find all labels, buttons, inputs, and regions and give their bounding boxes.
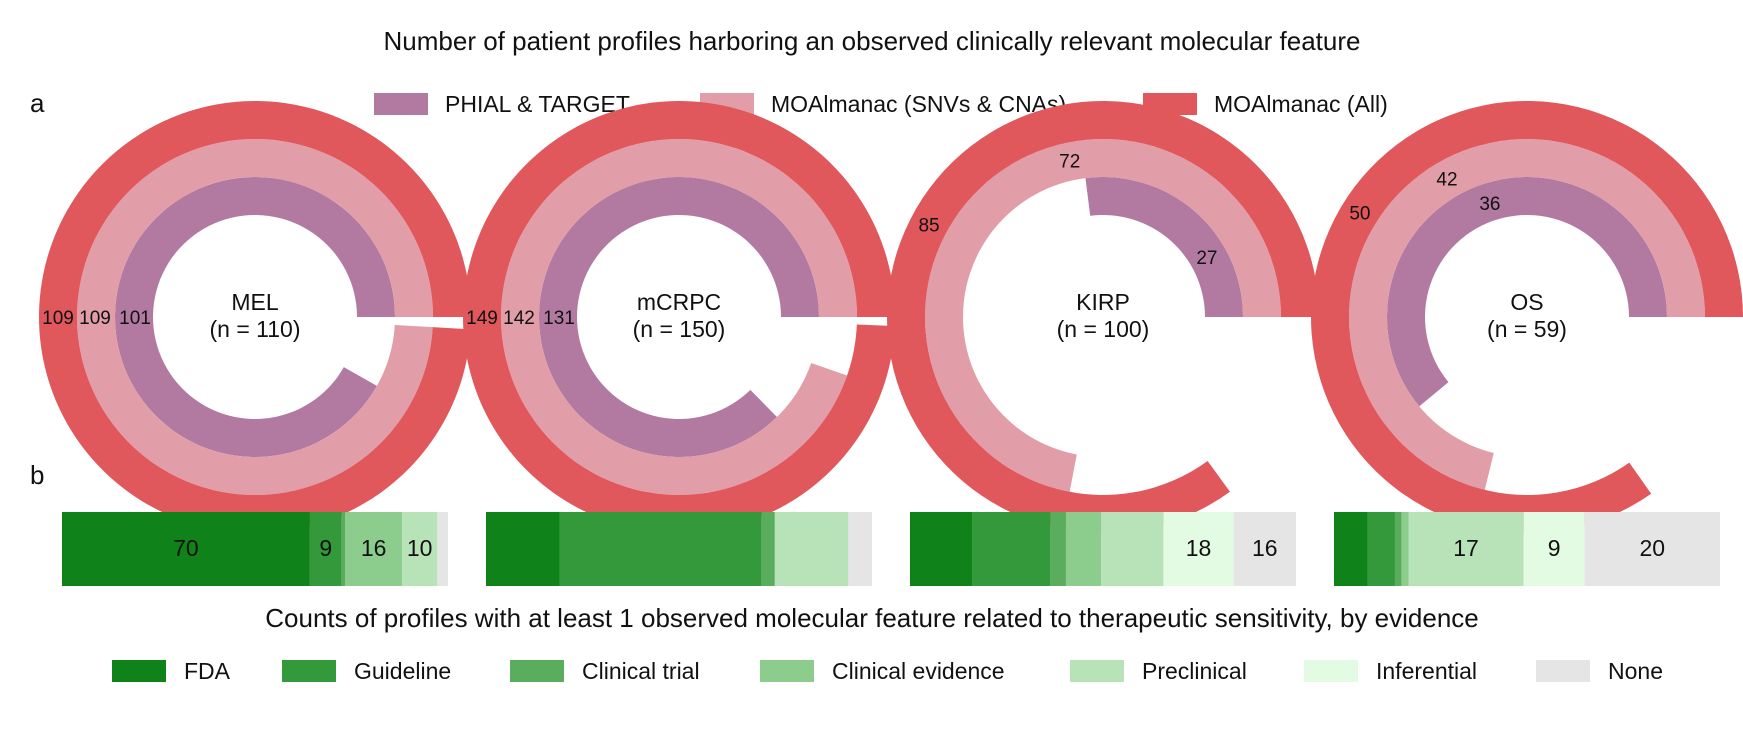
evidence-legend: FDA Guideline Clinical trial Clinical evide… (112, 658, 1663, 684)
legend-label: MOAlmanac (SNVs & CNAs) (771, 91, 1066, 117)
evidence-legend-label: Preclinical (1142, 658, 1247, 684)
evidence-legend-swatch-5 (1304, 660, 1358, 682)
bar-segment (848, 512, 872, 586)
bar-segment (1050, 512, 1066, 586)
evidence-legend-label: Clinical trial (582, 658, 700, 684)
bar-segment-label: 18 (1186, 535, 1212, 561)
panel-label-a: a (30, 88, 45, 118)
donut-value-label: 85 (918, 216, 939, 237)
donut-value-label: 27 (1196, 248, 1217, 269)
panel-label-b: b (30, 460, 44, 490)
evidence-legend-swatch-4 (1070, 660, 1124, 682)
donut-value-label: 101 (119, 308, 151, 329)
evidence-bar-charts: 70 9 16 10 18 16 17 9 20 (62, 512, 1720, 586)
bar-segment (1163, 512, 1234, 586)
bar-segment-label: 9 (1548, 535, 1561, 561)
evidence-legend-swatch-0 (112, 660, 166, 682)
bar-segment (774, 512, 849, 586)
donut-ring-0 (1387, 176, 1667, 407)
bar-segment (1394, 512, 1402, 586)
evidence-legend-swatch-3 (760, 660, 814, 682)
donut-value-label: 142 (503, 308, 535, 329)
bar-segment (1401, 512, 1409, 586)
bar-segment-label: 9 (319, 535, 332, 561)
bar-segment-label: 10 (407, 535, 433, 561)
bar-segment (1101, 512, 1164, 586)
evidence-legend-swatch-6 (1536, 660, 1590, 682)
bar-segment (1523, 512, 1585, 586)
bar-segment (1367, 512, 1395, 586)
donut-cohort-n: (n = 100) (1057, 316, 1150, 342)
bar-segment (559, 512, 762, 586)
evidence-legend-label: Clinical evidence (832, 658, 1005, 684)
bar-segment (1408, 512, 1524, 586)
donut-cohort-name: OS (1510, 289, 1543, 315)
evidence-legend-label: FDA (184, 658, 231, 684)
bar-segment (401, 512, 438, 586)
donut-value-label: 36 (1479, 194, 1500, 215)
bar-segment (972, 512, 1051, 586)
figure-title: Number of patient profiles harboring an … (384, 26, 1361, 56)
bar-segment (910, 512, 973, 586)
bar-segment (309, 512, 342, 586)
donut-KIRP: 27 72 85 KIRP(n = 100) (887, 100, 1319, 533)
donut-value-label: 72 (1059, 151, 1080, 172)
evidence-legend-swatch-2 (510, 660, 564, 682)
legend-label: MOAlmanac (All) (1214, 91, 1388, 117)
evidence-legend-swatch-1 (282, 660, 336, 682)
evidence-bar-mCRPC (486, 512, 872, 586)
donut-value-label: 42 (1436, 169, 1457, 190)
donut-value-label: 149 (466, 308, 498, 329)
evidence-legend-label: Guideline (354, 658, 451, 684)
legend-swatch-0 (374, 93, 428, 115)
bar-segment (1584, 512, 1720, 586)
donut-cohort-name: KIRP (1076, 289, 1130, 315)
bar-segment (1334, 512, 1368, 586)
bar-segment-label: 70 (173, 535, 199, 561)
donut-value-label: 131 (543, 308, 575, 329)
donut-legend: PHIAL & TARGET MOAlmanac (SNVs & CNAs) MOA… (374, 91, 1388, 117)
bar-segment (1233, 512, 1296, 586)
bar-segment (345, 512, 402, 586)
donut-ring-0 (1085, 177, 1243, 317)
evidence-legend-label: Inferential (1376, 658, 1477, 684)
bar-segment-label: 20 (1639, 535, 1665, 561)
donut-value-label: 50 (1349, 204, 1370, 225)
donut-cohort-name: MEL (231, 289, 279, 315)
evidence-bar-OS: 17 9 20 (1334, 512, 1720, 586)
evidence-bar-KIRP: 18 16 (910, 512, 1296, 586)
bar-segment (341, 512, 346, 586)
bar-segment (761, 512, 775, 586)
evidence-bar-MEL: 70 9 16 10 (62, 512, 448, 586)
bar-segment (486, 512, 560, 586)
legend-label: PHIAL & TARGET (445, 91, 630, 117)
donut-cohort-n: (n = 110) (210, 316, 301, 342)
bar-panel-caption: Counts of profiles with at least 1 obser… (265, 603, 1479, 633)
donut-value-label: 109 (79, 308, 111, 329)
evidence-legend-label: None (1608, 658, 1663, 684)
donut-value-label: 109 (42, 308, 74, 329)
bar-segment (437, 512, 448, 586)
donut-cohort-n: (n = 59) (1487, 316, 1567, 342)
donut-cohort-n: (n = 150) (633, 316, 726, 342)
donut-OS: 36 42 50 OS(n = 59) (1311, 100, 1743, 533)
bar-segment (1065, 512, 1102, 586)
donut-cohort-name: mCRPC (637, 289, 721, 315)
bar-segment-label: 16 (1252, 535, 1278, 561)
bar-segment-label: 17 (1453, 535, 1479, 561)
bar-segment (62, 512, 310, 586)
bar-segment-label: 16 (361, 535, 387, 561)
